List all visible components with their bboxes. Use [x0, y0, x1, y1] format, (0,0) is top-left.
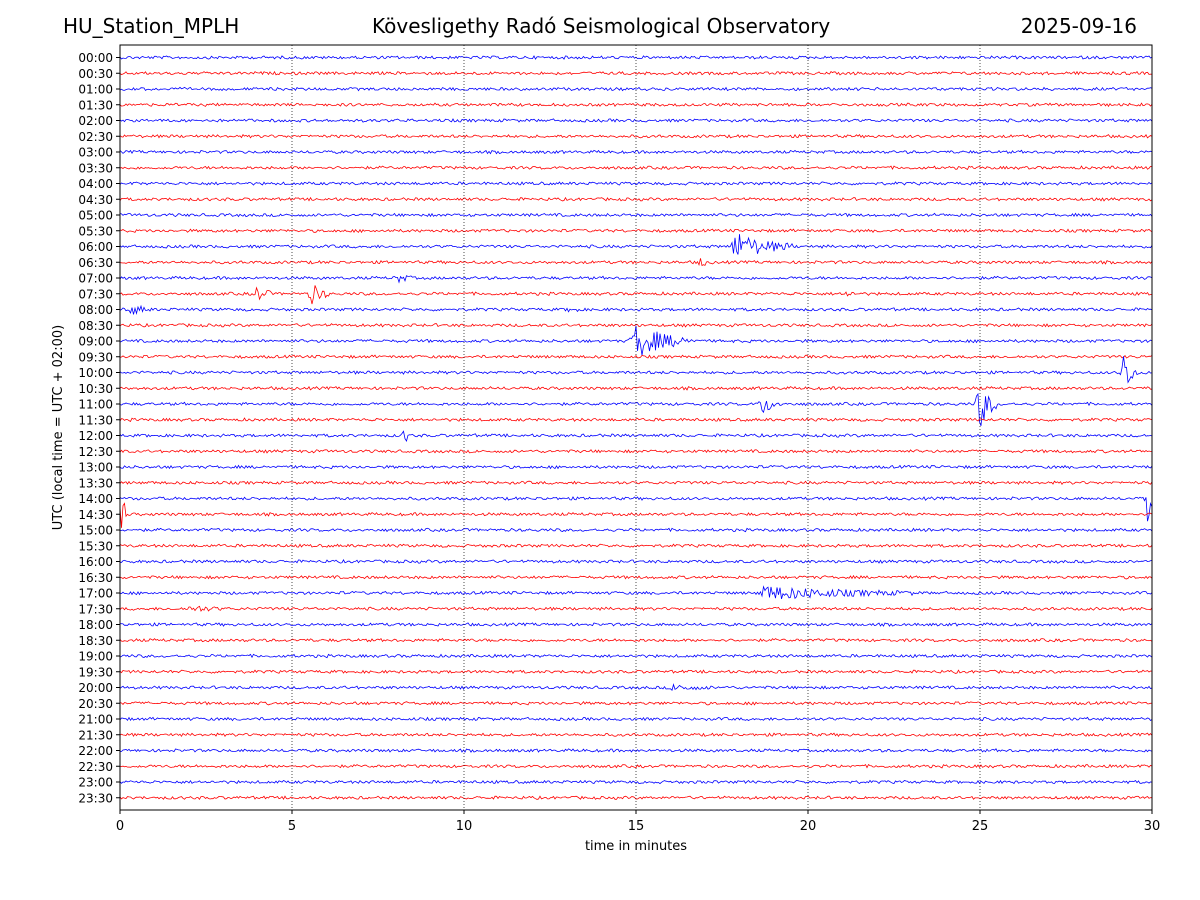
trace-1730: [119, 605, 1153, 612]
y-axis-label: UTC (local time = UTC + 02:00): [51, 325, 66, 530]
y-tick-label: 07:30: [78, 287, 113, 301]
trace-0730: [119, 285, 1153, 305]
y-tick-label: 06:00: [78, 240, 113, 254]
y-tick-label: 14:00: [78, 492, 113, 506]
y-tick-label: 08:00: [78, 303, 113, 317]
y-tick-label: 22:00: [78, 744, 113, 758]
y-tick-label: 23:00: [78, 776, 113, 790]
station-label: HU_Station_MPLH: [63, 14, 240, 38]
trace-2200: [119, 748, 1153, 753]
y-tick-label: 13:00: [78, 461, 113, 475]
y-tick-label: 00:30: [78, 67, 113, 81]
x-tick-label: 30: [1144, 819, 1161, 834]
x-tick-label: 20: [800, 819, 817, 834]
y-tick-label: 02:30: [78, 130, 113, 144]
y-tick-label: 19:00: [78, 650, 113, 664]
trace-0900: [119, 325, 1153, 356]
y-tick-label: 06:30: [78, 256, 113, 270]
trace-0230: [119, 134, 1153, 139]
trace-2000: [119, 683, 1153, 691]
y-tick-label: 15:00: [78, 524, 113, 538]
x-axis-label: time in minutes: [585, 839, 687, 854]
y-tick-label: 11:00: [78, 398, 113, 412]
trace-0400: [119, 181, 1153, 186]
trace-0930: [119, 354, 1153, 359]
y-tick-label: 01:30: [78, 98, 113, 112]
grid-group: [291, 45, 981, 810]
y-tick-label: 03:30: [78, 161, 113, 175]
y-tick-label: 22:30: [78, 760, 113, 774]
y-tick-label: 16:00: [78, 555, 113, 569]
trace-0430: [119, 196, 1153, 202]
trace-2100: [119, 716, 1153, 722]
y-tick-label: 03:00: [78, 146, 113, 160]
trace-0800: [119, 304, 1153, 315]
y-tick-label: 11:30: [78, 413, 113, 427]
y-tick-label: 20:30: [78, 697, 113, 711]
trace-1100: [119, 392, 1153, 426]
x-tick-group: 0 5 10 15 20 25 30: [116, 810, 1160, 834]
y-tick-label: 02:00: [78, 114, 113, 128]
y-tick-label: 17:00: [78, 587, 113, 601]
y-tick-label: 14:30: [78, 508, 113, 522]
y-tick-label: 04:30: [78, 193, 113, 207]
y-tick-label: 10:00: [78, 366, 113, 380]
y-tick-label: 18:00: [78, 618, 113, 632]
chart-date: 2025-09-16: [1020, 14, 1137, 38]
y-tick-label: 16:30: [78, 571, 113, 585]
trace-1400: [119, 496, 1153, 522]
y-tick-label: 09:30: [78, 350, 113, 364]
y-tick-label: 18:30: [78, 634, 113, 648]
y-tick-label: 00:00: [78, 51, 113, 65]
y-tick-label: 05:30: [78, 224, 113, 238]
x-tick-label: 15: [628, 819, 645, 834]
y-tick-label: 12:30: [78, 445, 113, 459]
y-tick-label: 17:30: [78, 602, 113, 616]
y-tick-label: 12:00: [78, 429, 113, 443]
x-tick-label: 5: [288, 819, 296, 834]
y-tick-label: 15:30: [78, 539, 113, 553]
chart-title: Kövesligethy Radó Seismological Observat…: [372, 14, 831, 38]
x-tick-label: 0: [116, 819, 124, 834]
y-tick-label: 21:30: [78, 728, 113, 742]
trace-0100: [119, 86, 1153, 92]
trace-1300: [119, 464, 1153, 470]
plot-frame: [119, 44, 1153, 811]
trace-1900: [119, 653, 1153, 659]
x-tick-label: 25: [972, 819, 989, 834]
y-tick-label: 19:30: [78, 665, 113, 679]
y-tick-label: 08:30: [78, 319, 113, 333]
y-tick-label: 01:00: [78, 83, 113, 97]
y-tick-label: 20:00: [78, 681, 113, 695]
y-tick-label: 10:30: [78, 382, 113, 396]
trace-1130: [119, 417, 1153, 422]
y-tick-label: 04:00: [78, 177, 113, 191]
y-tick-label: 09:00: [78, 335, 113, 349]
y-tick-label: 05:00: [78, 209, 113, 223]
y-tick-label: 07:00: [78, 272, 113, 286]
y-tick-label: 13:30: [78, 476, 113, 490]
trace-1930: [119, 669, 1153, 675]
x-tick-label: 10: [456, 819, 473, 834]
y-tick-label: 23:30: [78, 791, 113, 805]
y-tick-label: 21:00: [78, 713, 113, 727]
